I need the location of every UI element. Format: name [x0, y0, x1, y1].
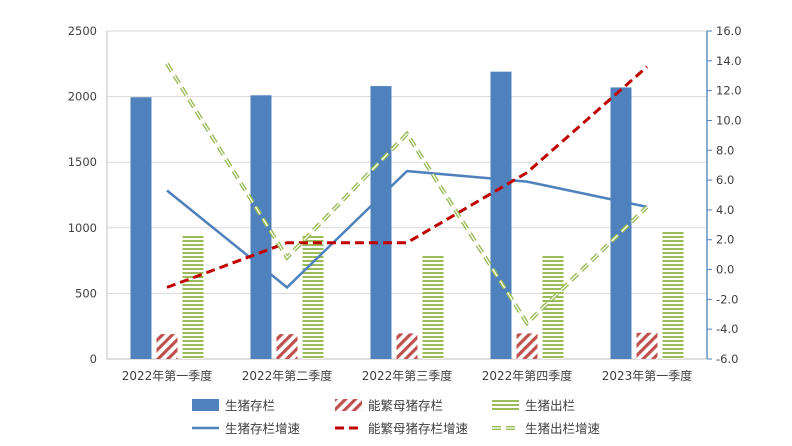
right-axis-tick-label: 10.0 — [716, 113, 742, 127]
legend-label: 能繁母猪存栏增速 — [368, 421, 469, 436]
x-axis-tick-label: 2022年第二季度 — [242, 368, 333, 383]
x-axis-tick-label: 2022年第四季度 — [482, 368, 573, 383]
line-marks — [165, 62, 649, 327]
left-axis-tick-label: 0 — [90, 352, 97, 366]
legend-label: 生猪出栏 — [525, 398, 575, 413]
right-axis-tick-label: -4.0 — [716, 322, 738, 336]
gridlines — [107, 30, 707, 294]
bar-diagonal — [156, 334, 178, 359]
bar-diagonal — [516, 333, 538, 359]
bar-solid — [370, 86, 392, 359]
right-axis-tick-label: 2.0 — [716, 233, 734, 247]
right-axis-tick-labels: -6.0 -4.0 -2.0 0.0 2.0 4.0 6.0 8.0 10.0 12.0 14.0 1… — [716, 24, 742, 366]
bar-solid — [250, 95, 272, 360]
left-axis-tick-labels: 0 500 1000 1500 2000 2500 — [68, 24, 97, 366]
bar-solid — [490, 71, 512, 359]
right-axis-tick-label: 0.0 — [716, 263, 734, 277]
right-axis-tick-label: -6.0 — [716, 352, 738, 366]
x-axis-tick-labels: 2022年第一季度 2022年第二季度 2022年第三季度 2022年第四季度 2023… — [122, 368, 693, 383]
line-solid — [166, 169, 648, 290]
legend-label: 生猪存栏增速 — [225, 421, 301, 436]
legend-swatch-solid — [192, 399, 219, 411]
bar-solid — [130, 97, 152, 360]
line-dashed — [166, 65, 648, 289]
right-axis-tick-label: 14.0 — [716, 54, 742, 68]
x-axis-tick-label: 2023年第一季度 — [602, 368, 693, 383]
legend-swatch-horizontal — [492, 399, 519, 411]
right-axis-tick-label: 4.0 — [716, 203, 734, 217]
right-axis-tick-label: 8.0 — [716, 143, 734, 157]
legend-swatch-diagonal — [335, 399, 362, 411]
bar-marks — [130, 71, 684, 360]
line-double-dashed-gap — [166, 63, 648, 325]
right-axis-tick-label: 12.0 — [716, 84, 742, 98]
bar-diagonal — [276, 334, 298, 359]
legend-label: 生猪出栏增速 — [525, 421, 601, 436]
bar-horizontal — [302, 234, 324, 359]
bar-solid — [610, 87, 632, 359]
bar-horizontal — [422, 254, 444, 359]
left-axis-tick-label: 2000 — [68, 90, 97, 104]
left-axis-tick-label: 2500 — [68, 24, 97, 38]
right-axis-tick-label: 6.0 — [716, 173, 734, 187]
bar-horizontal — [542, 254, 564, 359]
right-axis-tick-label: 16.0 — [716, 24, 742, 38]
line-double-dashed — [165, 62, 649, 327]
left-axis-tick-label: 500 — [75, 286, 97, 300]
right-axis-tick-label: -2.0 — [716, 292, 738, 306]
bar-diagonal — [636, 332, 658, 359]
bar-diagonal — [396, 333, 418, 359]
left-axis-tick-label: 1500 — [68, 155, 97, 169]
legend-label: 能繁母猪存栏 — [368, 398, 443, 413]
legend-label: 生猪存栏 — [225, 398, 275, 413]
bar-horizontal — [662, 230, 684, 359]
x-axis-tick-label: 2022年第一季度 — [122, 368, 213, 383]
bar-horizontal — [182, 234, 204, 359]
left-axis-tick-label: 1000 — [68, 221, 97, 235]
x-axis-tick-label: 2022年第三季度 — [362, 368, 453, 383]
